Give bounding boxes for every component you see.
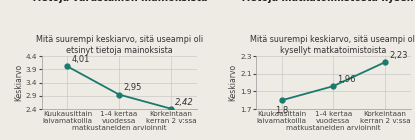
Text: 2,95: 2,95 xyxy=(123,83,142,92)
Y-axis label: Keskiarvo: Keskiarvo xyxy=(14,64,23,101)
Text: Mitä suurempi keskiarvo, sitä useampi oli
etsinyt tietoja mainoksista: Mitä suurempi keskiarvo, sitä useampi ol… xyxy=(36,34,203,55)
Text: 1,8: 1,8 xyxy=(275,106,288,115)
Text: 2,23: 2,23 xyxy=(389,51,408,60)
Y-axis label: Keskiarvo: Keskiarvo xyxy=(228,64,237,101)
Text: 2,42: 2,42 xyxy=(175,98,194,107)
Text: Tietoja varustamon mainoksista: Tietoja varustamon mainoksista xyxy=(31,0,208,3)
X-axis label: matkustaneiden arvioinnit: matkustaneiden arvioinnit xyxy=(72,125,166,131)
X-axis label: matkustaneiden arvioinnit: matkustaneiden arvioinnit xyxy=(286,125,381,131)
Text: 4,01: 4,01 xyxy=(71,55,90,64)
Text: Mitä suurempi keskiarvo, sitä useampi oli
kysellyt matkatoimistoista: Mitä suurempi keskiarvo, sitä useampi ol… xyxy=(250,34,415,55)
Text: Tietoja matkatoimistosta kysellen: Tietoja matkatoimistosta kysellen xyxy=(239,0,415,3)
Text: 1,96: 1,96 xyxy=(337,75,356,84)
